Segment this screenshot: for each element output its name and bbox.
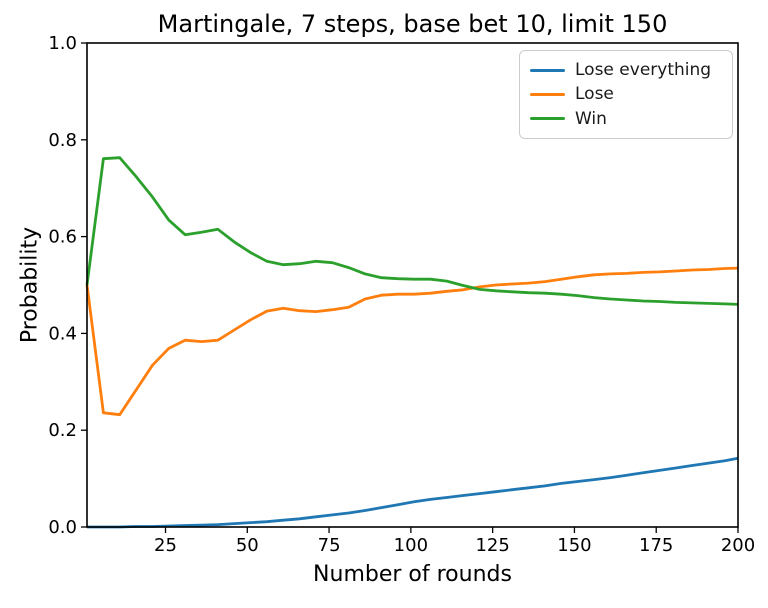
legend-label: Win bbox=[575, 108, 607, 129]
legend-item-lose: Lose bbox=[530, 82, 722, 106]
legend-line-icon bbox=[530, 92, 565, 96]
x-axis-label: Number of rounds bbox=[313, 562, 512, 587]
x-tick-label: 150 bbox=[557, 535, 591, 556]
x-tick-label: 50 bbox=[236, 535, 259, 556]
y-tick-label: 0.4 bbox=[48, 323, 77, 344]
line-win bbox=[85, 156, 739, 306]
x-tick-label: 75 bbox=[318, 535, 341, 556]
y-tick-label: 0.0 bbox=[48, 517, 77, 538]
y-tick-label: 1.0 bbox=[48, 33, 77, 54]
legend-item-lose-everything: Lose everything bbox=[530, 58, 722, 82]
x-tick-label: 200 bbox=[721, 535, 755, 556]
x-tick-label: 175 bbox=[639, 535, 673, 556]
chart-title: Martingale, 7 steps, base bet 10, limit … bbox=[157, 10, 668, 38]
line-lose-everything bbox=[87, 456, 739, 529]
line-lose bbox=[85, 266, 739, 417]
plot-border bbox=[86, 42, 739, 528]
legend-label: Lose bbox=[575, 84, 614, 105]
x-tick-label: 100 bbox=[394, 535, 428, 556]
x-tick-label: 25 bbox=[154, 535, 177, 556]
legend-line-icon bbox=[530, 117, 565, 121]
legend: Lose everything Lose Win bbox=[519, 50, 733, 139]
y-tick-label: 0.2 bbox=[48, 420, 77, 441]
y-axis-label-text: Probability bbox=[17, 226, 43, 344]
y-tick-label: 0.6 bbox=[48, 227, 77, 248]
y-tick-label: 0.8 bbox=[48, 130, 77, 151]
legend-label: Lose everything bbox=[575, 60, 712, 81]
legend-line-icon bbox=[530, 68, 565, 72]
legend-item-win: Win bbox=[530, 107, 722, 131]
x-tick-label: 125 bbox=[475, 535, 509, 556]
